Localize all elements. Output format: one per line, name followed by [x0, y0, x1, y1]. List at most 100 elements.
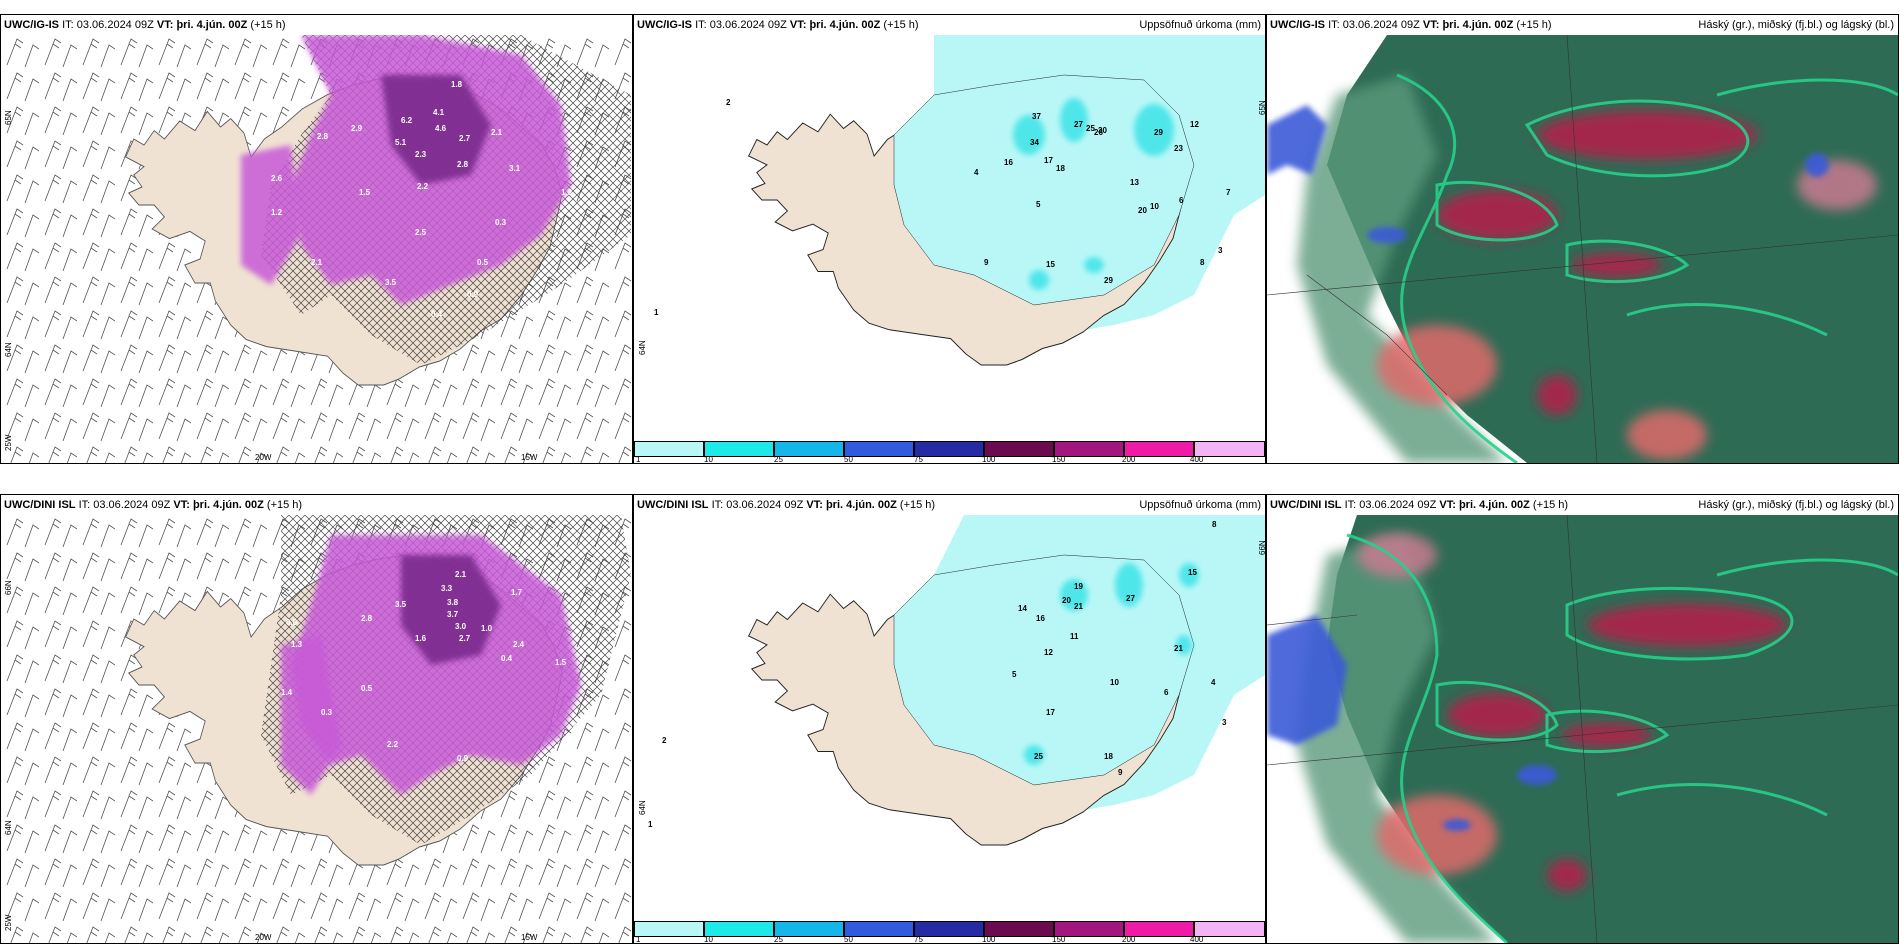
value-label: 6 — [1164, 688, 1169, 697]
vt-label: VT: — [173, 499, 190, 511]
panel-dini-accum-precip: UWC/DINI ISL IT: 03.06.2024 09Z VT: þri.… — [633, 494, 1266, 944]
value-label: 8 — [1200, 258, 1205, 267]
value-label: 15 — [1046, 260, 1055, 269]
colorbar-label: 10 — [704, 935, 713, 944]
value-label: 18 — [1056, 164, 1065, 173]
value-label: 4.1 — [433, 108, 445, 117]
colorbar-swatch — [774, 441, 844, 457]
value-label: 0.9 — [467, 290, 479, 299]
lat-tick: 65N — [1258, 100, 1266, 115]
value-label: 3 — [1222, 718, 1227, 727]
value-label: 2.5 — [415, 228, 427, 237]
colorbar-swatch — [914, 921, 984, 937]
lat-tick: 64N — [4, 342, 13, 357]
value-label: 4 — [974, 168, 979, 177]
value-label: 1.5 — [359, 188, 371, 197]
colorbar-swatch — [1054, 441, 1124, 457]
value-label: 14 — [1018, 604, 1027, 613]
it-label: IT: — [711, 499, 724, 511]
value-label: 3.3 — [441, 584, 453, 593]
lat-tick: 64N — [638, 800, 647, 815]
colorbar-label: 400 — [1190, 935, 1204, 944]
colorbar-label: 50 — [844, 455, 853, 464]
panel-dini-clouds: UWC/DINI ISL IT: 03.06.2024 09Z VT: þri.… — [1266, 494, 1899, 944]
colorbar-swatch — [984, 441, 1054, 457]
value-label: 13 — [1130, 178, 1139, 187]
value-label: 3.1 — [509, 164, 521, 173]
value-label: 3.5 — [385, 278, 397, 287]
colorbar-swatch — [1124, 441, 1194, 457]
value-label: 2.2 — [417, 182, 429, 191]
panel-title: Uppsöfnuð úrkoma (mm) — [1139, 499, 1261, 511]
precip-values: 37 26 34 29 23 27 25 30 20 18 13 10 6 7 … — [654, 98, 1231, 317]
value-label: 0.4 — [501, 654, 513, 663]
value-label: 0.3 — [495, 218, 507, 227]
accum-precip-map: 27 19 21 20 15 14 16 11 12 10 17 25 18 9… — [634, 515, 1265, 921]
lead-time: (+15 h) — [266, 499, 303, 511]
colorbar-swatch — [774, 921, 844, 937]
lead-time: (+15 h) — [883, 19, 919, 31]
value-label: 11 — [1070, 632, 1079, 641]
value-label: 25 — [1086, 124, 1095, 133]
vt-label: VT: — [156, 19, 174, 31]
value-label: 17 — [1044, 156, 1053, 165]
value-label: 2.6 — [271, 174, 283, 183]
value-label: 9 — [1118, 768, 1123, 777]
lon-tick: 20W — [255, 453, 272, 462]
value-label: 4 — [1211, 678, 1216, 687]
it-label: IT: — [1344, 499, 1357, 511]
value-label: 17 — [1046, 708, 1055, 717]
lon-tick: 25W — [4, 434, 13, 451]
value-label: 2.1 — [491, 128, 503, 137]
colorbar-label: 400 — [1190, 455, 1204, 464]
lon-tick: 15W — [521, 933, 538, 942]
vt-label: VT: — [1439, 499, 1456, 511]
value-label: 8 — [1212, 520, 1217, 529]
value-label: 6.2 — [401, 116, 413, 125]
lat-tick: 66N — [1258, 540, 1266, 555]
cloud-cover-map — [1267, 35, 1898, 463]
lat-tick: 64N — [638, 340, 647, 355]
value-label: 2.7 — [459, 134, 471, 143]
value-label: 0.4 — [431, 310, 443, 319]
value-label: 7 — [1226, 188, 1231, 197]
value-label: 3.7 — [447, 610, 459, 619]
value-label: 0.9 — [457, 754, 469, 763]
model-label: UWC/IG-IS — [1270, 19, 1325, 31]
value-label: 2.1 — [455, 570, 467, 579]
colorbar-label: 10 — [704, 455, 713, 464]
colorbar-label: 75 — [914, 935, 923, 944]
value-label: 15 — [1188, 568, 1197, 577]
it-label: IT: — [695, 19, 707, 31]
accum-precip-map: 37 26 34 29 23 27 25 30 20 18 13 10 6 7 … — [634, 35, 1265, 441]
panel-header: UWC/IG-IS IT: 03.06.2024 09Z VT: þri. 4.… — [634, 15, 1265, 35]
value-label: 1.6 — [415, 634, 427, 643]
model-label: UWC/DINI ISL — [1270, 499, 1342, 511]
panel-header: UWC/IG-IS IT: 03.06.2024 09Z VT: þri. 4.… — [1, 15, 632, 35]
value-label: 2.3 — [415, 150, 427, 159]
value-label: 27 — [1126, 594, 1135, 603]
value-label: 3.0 — [455, 622, 467, 631]
precip-values: 3.3 3.8 3.7 3.0 2.7 2.1 3.5 1.6 1.0 2.4 … — [281, 570, 567, 763]
precip-values: 27 19 21 20 15 14 16 11 12 10 17 25 18 9… — [648, 520, 1227, 829]
cloud-cover-map — [1267, 515, 1898, 943]
panel-title: Háský (gr.), miðský (fj.bl.) og lágský (… — [1698, 499, 1894, 511]
vt-label: VT: — [789, 19, 807, 31]
lead-time: (+15 h) — [899, 499, 936, 511]
lon-tick: 25W — [4, 914, 13, 931]
value-label: 21 — [1174, 644, 1183, 653]
lon-tick: 20W — [255, 933, 272, 942]
model-label: UWC/DINI ISL — [4, 499, 76, 511]
value-label: 1.7 — [511, 588, 523, 597]
value-label: 1.0 — [481, 624, 493, 633]
vt-value: þri. 4.jún. 00Z — [1458, 499, 1530, 511]
value-label: 37 — [1032, 112, 1041, 121]
value-label: 25 — [1034, 752, 1043, 761]
value-label: 2.1 — [311, 258, 323, 267]
value-label: 10 — [1110, 678, 1119, 687]
lat-tick: 66N — [4, 580, 13, 595]
vt-label: VT: — [806, 499, 823, 511]
value-label: 9 — [984, 258, 989, 267]
value-label: 12 — [1044, 648, 1053, 657]
colorbar-label: 25 — [774, 935, 783, 944]
